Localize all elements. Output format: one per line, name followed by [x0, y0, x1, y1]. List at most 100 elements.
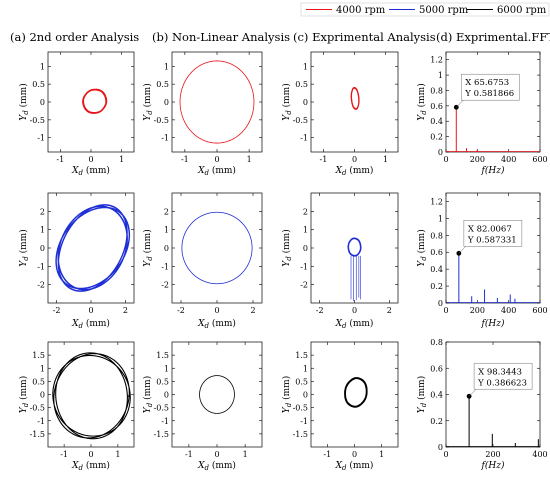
legend-label-0: 4000 rpm: [336, 5, 386, 16]
x-tick-label: 0: [443, 155, 448, 164]
y-axis-label: Yd (mm): [18, 229, 30, 266]
y-tick-label: 0.6: [430, 248, 443, 257]
datatip-y: Y 0.587331: [467, 235, 517, 245]
axes-box: [47, 51, 135, 153]
y-tick-label: -2: [37, 281, 45, 290]
y-tick-label: 1: [438, 71, 443, 80]
x-axis-label: Xd (mm): [71, 460, 110, 472]
y-tick-label: -1: [300, 134, 308, 143]
y-axis-label: Yd (mm): [281, 376, 293, 413]
legend-label-2: 6000 rpm: [497, 5, 547, 16]
y-axis-label: Yd (mm): [416, 229, 428, 266]
x-tick-label: 200: [470, 155, 485, 164]
legend-box: [300, 2, 550, 17]
y-tick-label: -0.5: [30, 116, 45, 125]
y-tick-label: -1.5: [293, 430, 308, 439]
x-tick-label: 0: [88, 155, 93, 164]
x-tick-label: 1: [383, 155, 388, 164]
axes-box: [445, 341, 541, 448]
y-tick-label: 0.8: [430, 231, 443, 240]
y-tick-label: -0.5: [154, 404, 169, 413]
y-tick-label: 2: [40, 207, 45, 216]
y-tick-label: -0.5: [293, 116, 308, 125]
datatip-box: [460, 73, 520, 101]
panel-1-0: -2 0 2 -2 -1 0 1 2 Xd (mm) Yd (mm): [18, 192, 135, 330]
orbit-trace: [199, 375, 235, 414]
y-tick-label: 0.5: [32, 80, 45, 89]
y-tick-label: 0: [438, 299, 443, 308]
y-axis-label: Yd (mm): [142, 83, 154, 120]
x-axis-label: Xd (mm): [197, 165, 236, 177]
panel-2-3: 0 200 400 0 0.2 0.4 0.6 0.8 f(Hz) Yd (mm) X 98.344…: [416, 338, 548, 471]
x-tick-label: 1: [379, 450, 384, 459]
x-tick-label: 0: [214, 450, 219, 459]
x-axis-label: Xd (mm): [197, 460, 236, 472]
x-tick-label: 0: [352, 155, 357, 164]
y-tick-label: 0: [164, 98, 169, 107]
x-tick-label: 1: [115, 450, 120, 459]
y-tick-label: 0: [438, 148, 443, 157]
orbit-trace: [179, 60, 255, 144]
datatip-box: [473, 362, 533, 390]
x-tick-label: 1: [247, 155, 252, 164]
y-tick-label: -2: [300, 281, 308, 290]
x-tick-label: 0: [352, 306, 357, 315]
x-tick-label: 1: [119, 155, 124, 164]
datatip-y: Y 0.581866: [464, 89, 514, 99]
x-axis-label: f(Hz): [481, 318, 505, 329]
y-tick-label: 0: [303, 98, 308, 107]
y-tick-label: 2: [303, 207, 308, 216]
y-tick-label: 1.2: [430, 197, 443, 206]
y-tick-label: 0: [303, 244, 308, 253]
x-tick-label: -1: [185, 450, 193, 459]
y-tick-label: 0.5: [295, 80, 308, 89]
y-tick-label: 1: [164, 62, 169, 71]
y-axis-label: Yd (mm): [142, 376, 154, 413]
y-tick-label: 1: [40, 226, 45, 235]
x-tick-label: 400: [501, 155, 516, 164]
y-tick-label: 1: [164, 226, 169, 235]
x-tick-label: 0: [88, 306, 93, 315]
x-tick-label: 0: [443, 450, 448, 459]
y-tick-label: 1: [40, 62, 45, 71]
orbit-trace: [181, 211, 253, 285]
y-tick-label: 0.2: [430, 417, 443, 426]
x-tick-label: -1: [56, 155, 64, 164]
axes-box: [47, 341, 135, 448]
y-axis-label: Yd (mm): [281, 83, 293, 120]
axes-box: [310, 341, 399, 448]
y-tick-label: 0.8: [430, 338, 443, 347]
y-tick-label: 0: [303, 391, 308, 400]
y-tick-label: -1: [161, 262, 169, 271]
axes-box: [310, 192, 399, 304]
y-axis-label: Yd (mm): [416, 376, 428, 413]
axes-box: [171, 51, 263, 153]
axes-box: [171, 192, 263, 304]
x-tick-label: -2: [53, 306, 61, 315]
y-tick-label: -0.5: [30, 404, 45, 413]
y-tick-label: -1: [37, 134, 45, 143]
column-title-1: (b) Non-Linear Analysis: [152, 30, 290, 44]
orbit-trace: [344, 377, 368, 408]
axes-box: [445, 51, 541, 153]
x-tick-label: -2: [316, 306, 324, 315]
column-title-2: (c) Exprimental Analysis: [293, 30, 436, 44]
y-axis-label: Yd (mm): [281, 229, 293, 266]
y-tick-label: 0.5: [295, 377, 308, 386]
x-tick-label: 600: [532, 155, 547, 164]
datatip-x: X 98.3443: [478, 367, 522, 377]
panel-1-1: -2 0 2 -2 -1 0 1 2 Xd (mm) Yd (mm): [142, 192, 263, 330]
y-tick-label: -2: [161, 281, 169, 290]
y-tick-label: -1: [37, 262, 45, 271]
x-tick-label: 400: [532, 450, 547, 459]
y-tick-label: 0: [164, 391, 169, 400]
panel-1-2: -2 0 2 -2 -1 0 1 2 Xd (mm) Yd (mm): [281, 192, 399, 330]
y-tick-label: -1: [37, 417, 45, 426]
y-tick-label: 0.6: [430, 364, 443, 373]
column-title-0: (a) 2nd order Analysis: [10, 30, 139, 44]
x-tick-label: 200: [485, 450, 500, 459]
panel-2-2: -1 0 1 -1.5 -1 -0.5 0 0.5 1 1.5 Xd (mm) Yd (mm): [281, 341, 399, 472]
y-tick-label: 0.2: [430, 282, 443, 291]
x-axis-label: Xd (mm): [335, 165, 374, 177]
